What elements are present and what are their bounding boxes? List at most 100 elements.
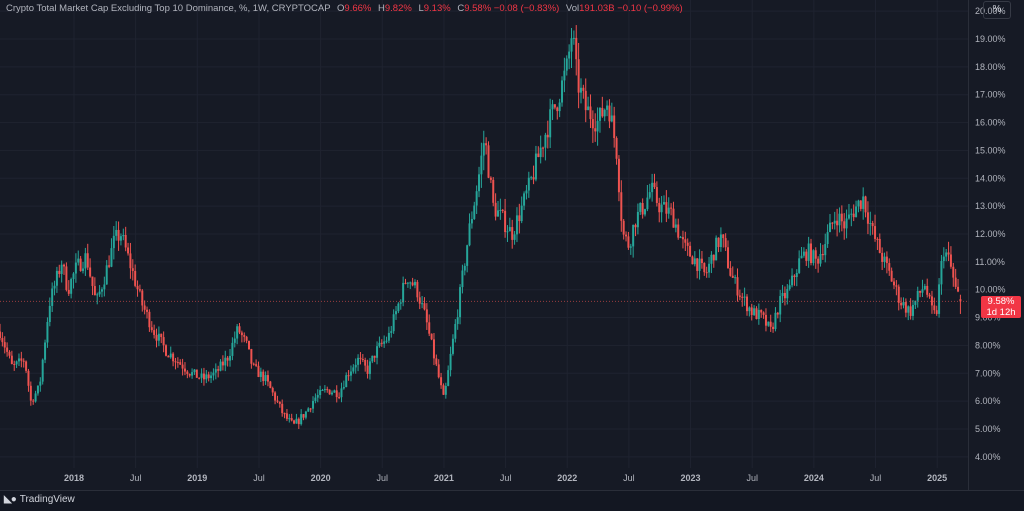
candle-body xyxy=(200,373,203,378)
x-tick-label: 2022 xyxy=(557,473,577,483)
candle-body xyxy=(207,374,210,379)
candle-body xyxy=(98,291,101,295)
candle-body xyxy=(399,302,402,304)
candle-body xyxy=(435,358,438,365)
candle-body xyxy=(449,353,452,371)
candle-body xyxy=(819,253,822,264)
candle-body xyxy=(373,355,376,358)
candle-body xyxy=(148,311,151,328)
candle-body xyxy=(954,277,957,287)
candle-body xyxy=(577,59,580,93)
price-chart[interactable]: 2018 Jul 2019 Jul 2020 Jul 2021 Jul 2022 Jul 2023 J… xyxy=(0,0,968,490)
candle-body xyxy=(319,390,322,396)
candle-body xyxy=(385,340,388,342)
candle-body xyxy=(734,277,737,279)
candle-body xyxy=(129,253,132,269)
candle-body xyxy=(41,359,44,382)
x-tick-label: Jul xyxy=(500,473,512,483)
last-price-label: 9.58% 1d 12h xyxy=(981,296,1021,318)
candle-body xyxy=(646,197,649,210)
candle-body xyxy=(909,306,912,316)
candle-body xyxy=(589,106,592,120)
candle-body xyxy=(501,209,504,211)
percent-scale-button[interactable]: % xyxy=(983,1,1011,19)
candle-body xyxy=(212,372,215,376)
candle-body xyxy=(478,174,481,192)
candle-body xyxy=(1,338,4,343)
y-tick-label: 14.00% xyxy=(975,173,1006,183)
candle-body xyxy=(442,385,445,395)
candle-body xyxy=(556,107,559,112)
candle-body xyxy=(855,206,858,218)
candle-body xyxy=(150,327,153,331)
legend-vol-change: −0.10 (−0.99%) xyxy=(617,3,683,14)
y-tick-label: 11.00% xyxy=(975,257,1005,267)
candle-body xyxy=(575,37,578,60)
x-tick-label: Jul xyxy=(253,473,265,483)
candle-body xyxy=(368,361,371,374)
candle-body xyxy=(698,258,701,271)
candle-body xyxy=(302,414,305,418)
candle-body xyxy=(504,210,507,233)
chart-pane[interactable]: 2018 Jul 2019 Jul 2020 Jul 2021 Jul 2022 Jul 2023 J… xyxy=(0,0,968,490)
x-tick-label: Jul xyxy=(377,473,389,483)
candle-body xyxy=(46,322,49,343)
candle-body xyxy=(743,296,746,298)
candle-body xyxy=(781,292,784,297)
candle-body xyxy=(103,284,106,290)
candle-body xyxy=(911,304,914,316)
price-axis[interactable]: 20.00% 19.00% 18.00% 17.00% 16.00% 15.00% 14.0… xyxy=(968,0,1024,490)
candle-body xyxy=(421,303,424,305)
candle-body xyxy=(72,273,75,280)
tradingview-logo[interactable]: ◣● TradingView xyxy=(4,494,75,505)
candle-body xyxy=(594,128,597,132)
candle-body xyxy=(563,70,566,81)
candle-body xyxy=(499,209,502,211)
candle-body xyxy=(561,80,564,103)
candle-body xyxy=(719,234,722,248)
candle-body xyxy=(791,275,794,286)
candle-body xyxy=(876,238,879,240)
candle-body xyxy=(48,305,51,323)
candle-body xyxy=(591,119,594,129)
candle-body xyxy=(32,400,35,402)
candle-body xyxy=(537,153,540,158)
x-tick-label: Jul xyxy=(746,473,758,483)
candle-body xyxy=(247,340,250,350)
candle-body xyxy=(670,207,673,209)
candle-body xyxy=(309,408,312,410)
candle-body xyxy=(738,295,741,297)
candle-body xyxy=(755,308,758,319)
candle-body xyxy=(295,418,298,424)
candle-body xyxy=(214,369,217,373)
candle-body xyxy=(290,418,293,421)
candle-body xyxy=(240,332,243,336)
candle-body xyxy=(169,353,172,358)
candle-body xyxy=(795,272,798,278)
candle-body xyxy=(708,263,711,273)
candle-body xyxy=(914,300,917,305)
candle-body xyxy=(44,342,47,360)
candle-body xyxy=(250,349,253,364)
candle-body xyxy=(380,342,383,344)
candle-body xyxy=(651,182,654,193)
candle-body xyxy=(89,267,92,277)
candle-body xyxy=(608,105,611,122)
candle-body xyxy=(603,109,606,117)
candle-body xyxy=(20,358,23,361)
candle-body xyxy=(285,413,288,419)
candle-body xyxy=(186,371,189,374)
candle-body xyxy=(378,342,381,347)
candle-body xyxy=(620,192,623,221)
bar-countdown: 1d 12h xyxy=(986,307,1016,318)
candle-body xyxy=(492,179,495,203)
candle-body xyxy=(717,237,720,248)
candle-body xyxy=(482,143,485,156)
candle-body xyxy=(727,247,730,268)
candle-body xyxy=(22,360,25,362)
candle-body xyxy=(36,385,39,394)
candle-body xyxy=(328,389,331,395)
y-tick-label: 10.00% xyxy=(975,285,1006,295)
candle-body xyxy=(191,372,194,376)
candle-body xyxy=(885,256,888,264)
